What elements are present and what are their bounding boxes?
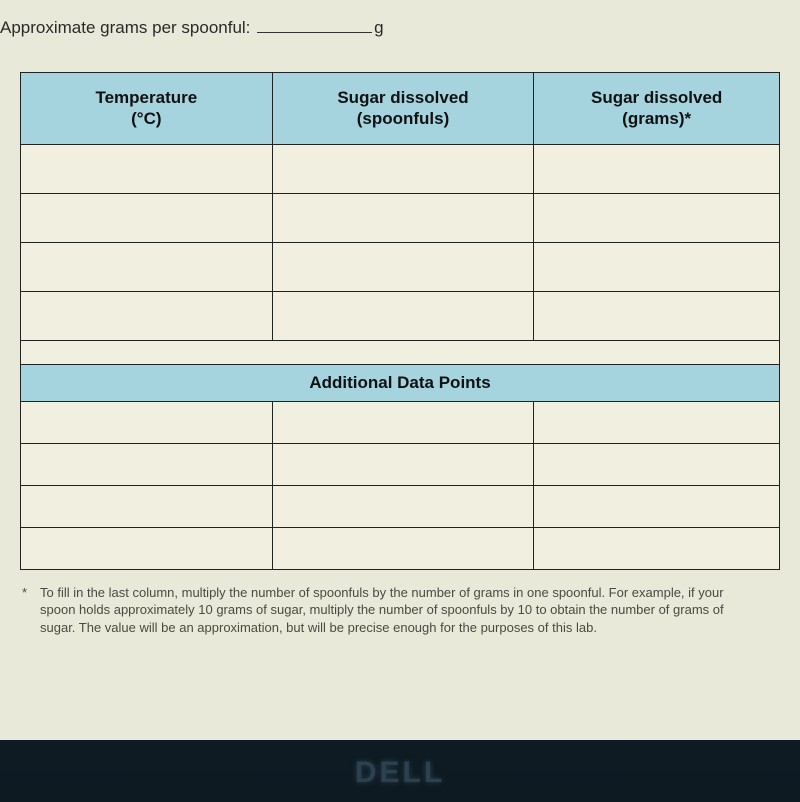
header-grams-line1: Sugar dissolved — [591, 88, 722, 107]
cell[interactable] — [534, 527, 780, 569]
cell[interactable] — [272, 401, 534, 443]
cell[interactable] — [534, 144, 780, 193]
header-grams-line2: (grams)* — [622, 109, 691, 128]
header-grams: Sugar dissolved (grams)* — [534, 73, 780, 145]
subheader-row: Additional Data Points — [21, 364, 780, 401]
table-row — [21, 443, 780, 485]
table-row — [21, 485, 780, 527]
cell[interactable] — [534, 401, 780, 443]
subheader-cell: Additional Data Points — [21, 364, 780, 401]
cell[interactable] — [21, 242, 273, 291]
cell[interactable] — [272, 485, 534, 527]
footnote: * To fill in the last column, multiply t… — [40, 584, 760, 637]
prompt-unit: g — [374, 18, 383, 37]
prompt-line: Approximate grams per spoonful: g — [0, 18, 792, 38]
cell[interactable] — [534, 193, 780, 242]
header-spoonfuls-line1: Sugar dissolved — [337, 88, 468, 107]
table-row — [21, 144, 780, 193]
header-temperature-line1: Temperature — [95, 88, 197, 107]
table-row — [21, 291, 780, 340]
cell[interactable] — [21, 401, 273, 443]
cell[interactable] — [272, 291, 534, 340]
header-spoonfuls: Sugar dissolved (spoonfuls) — [272, 73, 534, 145]
table-row — [21, 401, 780, 443]
cell[interactable] — [21, 291, 273, 340]
header-temperature-line2: (°C) — [131, 109, 161, 128]
cell[interactable] — [21, 485, 273, 527]
gap-row — [21, 340, 780, 364]
footnote-marker: * — [22, 584, 27, 602]
fill-in-blank[interactable] — [257, 32, 372, 33]
cell[interactable] — [534, 242, 780, 291]
cell[interactable] — [272, 193, 534, 242]
cell[interactable] — [272, 527, 534, 569]
table-row — [21, 242, 780, 291]
cell[interactable] — [21, 144, 273, 193]
data-table: Temperature (°C) Sugar dissolved (spoonf… — [20, 72, 780, 570]
prompt-label: Approximate grams per spoonful: — [0, 18, 250, 37]
cell[interactable] — [534, 485, 780, 527]
cell[interactable] — [272, 242, 534, 291]
header-temperature: Temperature (°C) — [21, 73, 273, 145]
cell[interactable] — [272, 443, 534, 485]
worksheet-screen: Approximate grams per spoonful: g Temper… — [0, 0, 800, 740]
cell[interactable] — [272, 144, 534, 193]
footnote-text: To fill in the last column, multiply the… — [40, 585, 724, 635]
dell-logo: DELL — [355, 756, 445, 790]
cell[interactable] — [534, 443, 780, 485]
cell[interactable] — [21, 527, 273, 569]
cell[interactable] — [21, 193, 273, 242]
header-spoonfuls-line2: (spoonfuls) — [357, 109, 450, 128]
header-row: Temperature (°C) Sugar dissolved (spoonf… — [21, 73, 780, 145]
table-row — [21, 193, 780, 242]
cell[interactable] — [534, 291, 780, 340]
cell[interactable] — [21, 443, 273, 485]
gap-cell — [21, 340, 780, 364]
table-row — [21, 527, 780, 569]
